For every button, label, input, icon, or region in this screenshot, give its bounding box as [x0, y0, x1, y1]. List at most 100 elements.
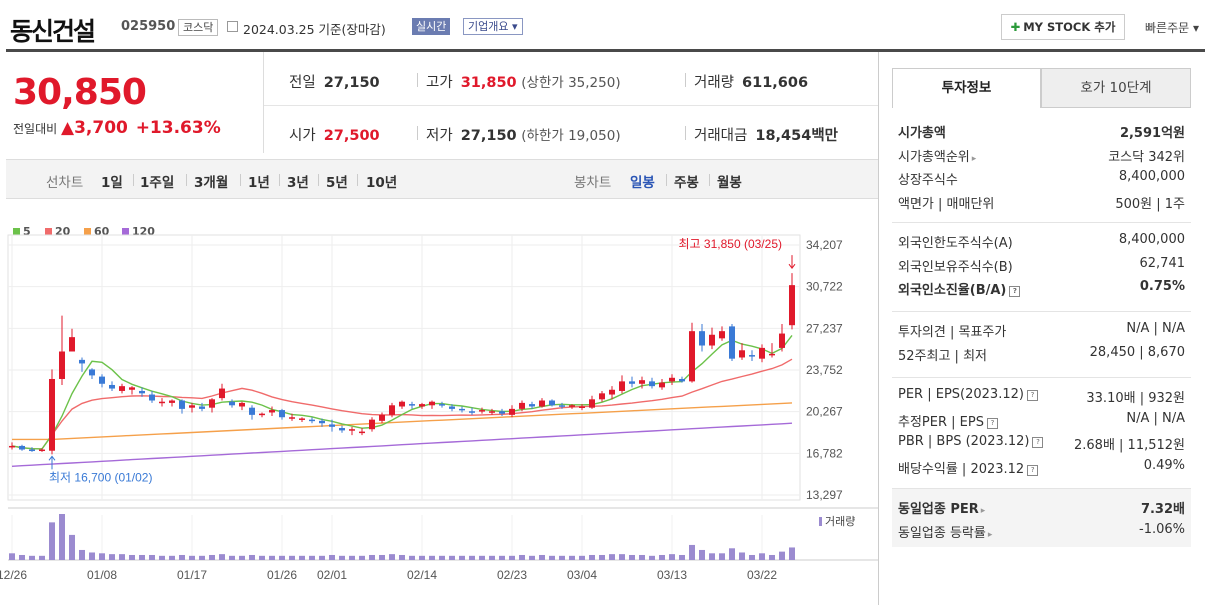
- add-mystock-button[interactable]: ✚ MY STOCK 추가: [1001, 14, 1125, 40]
- period-1y[interactable]: 1년: [248, 175, 270, 191]
- arrow-right-icon[interactable]: ▸: [980, 506, 986, 516]
- candle-body: [389, 405, 395, 415]
- period-1d[interactable]: 1일: [101, 175, 123, 191]
- volume-bar: [289, 555, 295, 560]
- chart-period-toolbar: 선차트 1일 1주일 3개월 1년 3년 5년 10년 봉차트 일봉 주봉 월봉: [6, 159, 878, 199]
- candlestick-chart[interactable]: 34,207 30,722 27,237 23,752 20,267 16,782 13,2…: [0, 230, 878, 605]
- volume-bar: [319, 555, 325, 560]
- arrow-right-icon[interactable]: ▸: [987, 529, 993, 540]
- y-tick-label: 23,752: [806, 363, 843, 377]
- volume-bar: [179, 554, 185, 560]
- candle-body: [489, 411, 495, 413]
- divider: [878, 52, 879, 605]
- company-overview-dropdown[interactable]: 기업개요 ▾: [463, 18, 523, 35]
- volume-bar: [59, 514, 65, 560]
- candle-body: [269, 410, 275, 413]
- y-tick-label: 34,207: [806, 238, 843, 252]
- quick-order-dropdown[interactable]: 빠른주문 ▾: [1145, 21, 1199, 35]
- period-3y[interactable]: 3년: [287, 175, 309, 191]
- down-arrow-icon: [788, 255, 796, 270]
- candle-weekly[interactable]: 주봉: [674, 175, 699, 191]
- divider: [685, 73, 686, 87]
- candle-body: [449, 406, 455, 409]
- candle-body: [429, 401, 435, 406]
- candle-body: [769, 353, 775, 356]
- candle-body: [609, 389, 615, 395]
- y-tick-label: 30,722: [806, 280, 843, 294]
- divider: [240, 174, 241, 186]
- candle-body: [119, 386, 125, 391]
- volume-bar: [419, 555, 425, 560]
- candle-body: [139, 390, 145, 394]
- divider: [186, 174, 187, 186]
- invest-row-label: PER | EPS(2023.12)?: [898, 387, 1038, 402]
- stat-value: 27,150: [460, 128, 517, 144]
- x-tick-label: 01/08: [87, 568, 117, 582]
- candle-monthly[interactable]: 월봉: [717, 175, 742, 191]
- invest-row-value: 코스닥 342위: [1108, 149, 1185, 165]
- volume-bar: [39, 555, 45, 560]
- volume-bar: [689, 544, 695, 560]
- candle-body: [569, 405, 575, 407]
- stat-label: 고가: [426, 75, 453, 91]
- volume-bar: [299, 555, 305, 560]
- invest-row-label: 상장주식수: [898, 173, 958, 188]
- volume-bar: [109, 554, 115, 560]
- invest-row-value: 33.10배 | 932원: [1086, 391, 1185, 406]
- date-label: 2024.03.25 기준(장마감): [243, 22, 386, 37]
- invest-row-value: 8,400,000: [1118, 232, 1185, 247]
- volume-bar: [589, 554, 595, 560]
- stat-value: 611,606: [742, 75, 809, 91]
- low-annotation: 최저 16,700 (01/02): [49, 470, 152, 484]
- candle-body: [749, 355, 755, 357]
- invest-row-value: 28,450 | 8,670: [1089, 344, 1185, 360]
- tab-orderbook-10[interactable]: 호가 10단계: [1041, 68, 1191, 108]
- candle-body: [369, 419, 375, 430]
- volume-bar: [69, 534, 75, 560]
- invest-row-label: 투자의견 | 목표주가: [898, 325, 1007, 340]
- candle-body: [669, 377, 675, 382]
- volume-stat: 거래량 611,606: [694, 71, 808, 92]
- volume-bar: [599, 554, 605, 560]
- volume-bar: [139, 554, 145, 560]
- help-icon[interactable]: ?: [986, 417, 998, 429]
- stat-label: 거래대금: [694, 128, 748, 144]
- invest-row-value: 2.68배 | 11,512원: [1074, 438, 1185, 453]
- candle-body: [729, 326, 735, 359]
- period-3m[interactable]: 3개월: [194, 175, 229, 191]
- volume-bar: [529, 555, 535, 560]
- high-annotation: 최고 31,850 (03/25): [679, 237, 782, 251]
- realtime-button[interactable]: 실시간: [412, 18, 451, 35]
- candle-daily[interactable]: 일봉: [630, 175, 655, 191]
- candle-body: [699, 331, 705, 346]
- candle-body: [189, 405, 195, 408]
- invest-row-value: 500원 | 1주: [1115, 196, 1185, 212]
- candle-body: [259, 413, 265, 416]
- volume-bar: [89, 552, 95, 560]
- candle-body: [239, 402, 245, 407]
- tab-invest-info[interactable]: 투자정보: [892, 68, 1041, 108]
- price-change: 전일대비 ▲3,700 +13.63%: [13, 118, 221, 138]
- period-1w[interactable]: 1주일: [140, 175, 175, 191]
- candle-body: [219, 388, 225, 399]
- help-icon[interactable]: ?: [1009, 286, 1021, 297]
- candle-body: [9, 445, 15, 448]
- candle-body: [469, 411, 475, 413]
- period-5y[interactable]: 5년: [326, 175, 348, 191]
- invest-row-label: 동일업종 등락률 ▸: [898, 525, 993, 541]
- plot-area: [7, 234, 801, 501]
- help-icon[interactable]: ?: [1032, 437, 1044, 448]
- stat-label: 전일: [289, 75, 316, 91]
- stat-value: 27,150: [323, 75, 380, 91]
- section-divider: [892, 311, 1191, 312]
- arrow-right-icon[interactable]: ▸: [971, 153, 977, 164]
- volume-bar: [359, 555, 365, 560]
- period-10y[interactable]: 10년: [366, 175, 398, 191]
- invest-row-label: 외국인보유주식수(B): [898, 259, 1013, 275]
- invest-row: 동일업종 PER ▸ 7.32배: [898, 498, 1185, 520]
- help-icon[interactable]: ?: [1026, 390, 1038, 401]
- candle-body: [689, 331, 695, 382]
- stock-name: 동신건설: [10, 17, 96, 46]
- help-icon[interactable]: ?: [1027, 464, 1039, 476]
- invest-row-label: 외국인한도주식수(A): [898, 236, 1013, 251]
